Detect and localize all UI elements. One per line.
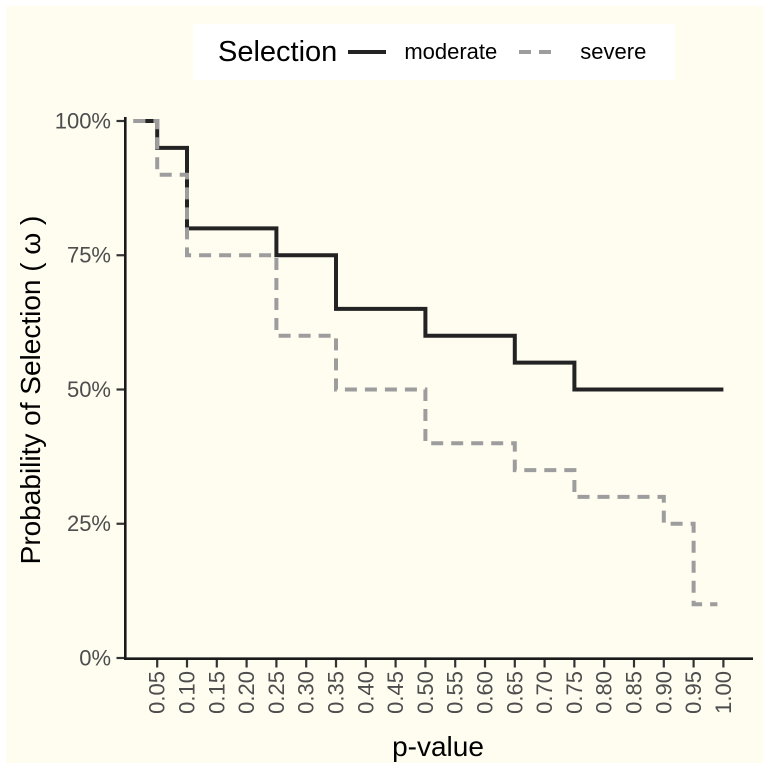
legend-key-severe-line	[519, 50, 556, 54]
legend-label-moderate: moderate	[404, 39, 498, 64]
x-tick-label: 0.35	[324, 671, 349, 714]
figure-background	[6, 6, 763, 763]
legend: Selection moderate severe	[193, 24, 675, 80]
x-tick-label: 0.75	[562, 671, 587, 714]
y-axis-title: Probability of Selection ( ω )	[15, 215, 46, 565]
y-tick-label: 75%	[67, 243, 111, 268]
x-axis-title: p-value	[392, 731, 484, 762]
series-moderate-line	[133, 119, 724, 392]
x-tick-label: 0.05	[145, 671, 170, 714]
x-tick-label: 0.25	[264, 671, 289, 714]
x-tick-label: 0.85	[622, 671, 647, 714]
x-tick-label: 0.15	[204, 671, 229, 714]
x-tick-label: 0.80	[592, 671, 617, 714]
x-tick-label: 0.50	[413, 671, 438, 714]
x-tick-label: 0.70	[532, 671, 557, 714]
series-severe-line	[133, 119, 718, 607]
legend-title: Selection	[218, 35, 338, 68]
y-tick-label: 100%	[55, 108, 111, 133]
x-tick-label: 0.55	[443, 671, 468, 714]
legend-label-severe: severe	[580, 39, 647, 64]
x-tick-label: 0.60	[473, 671, 498, 714]
x-tick-label: 0.45	[383, 671, 408, 714]
x-tick-label: 0.40	[353, 671, 378, 714]
y-tick-label: 50%	[67, 377, 111, 402]
y-tick-label: 0%	[79, 645, 111, 670]
x-tick-label: 0.95	[681, 671, 706, 714]
x-tick-label: 1.00	[711, 671, 736, 714]
x-tick-label: 0.90	[651, 671, 676, 714]
x-tick-label: 0.20	[234, 671, 259, 714]
y-tick-label: 25%	[67, 511, 111, 536]
x-tick-label: 0.65	[502, 671, 527, 714]
legend-key-moderate-line	[348, 50, 387, 54]
x-tick-label: 0.30	[294, 671, 319, 714]
x-tick-label: 0.10	[175, 671, 200, 714]
